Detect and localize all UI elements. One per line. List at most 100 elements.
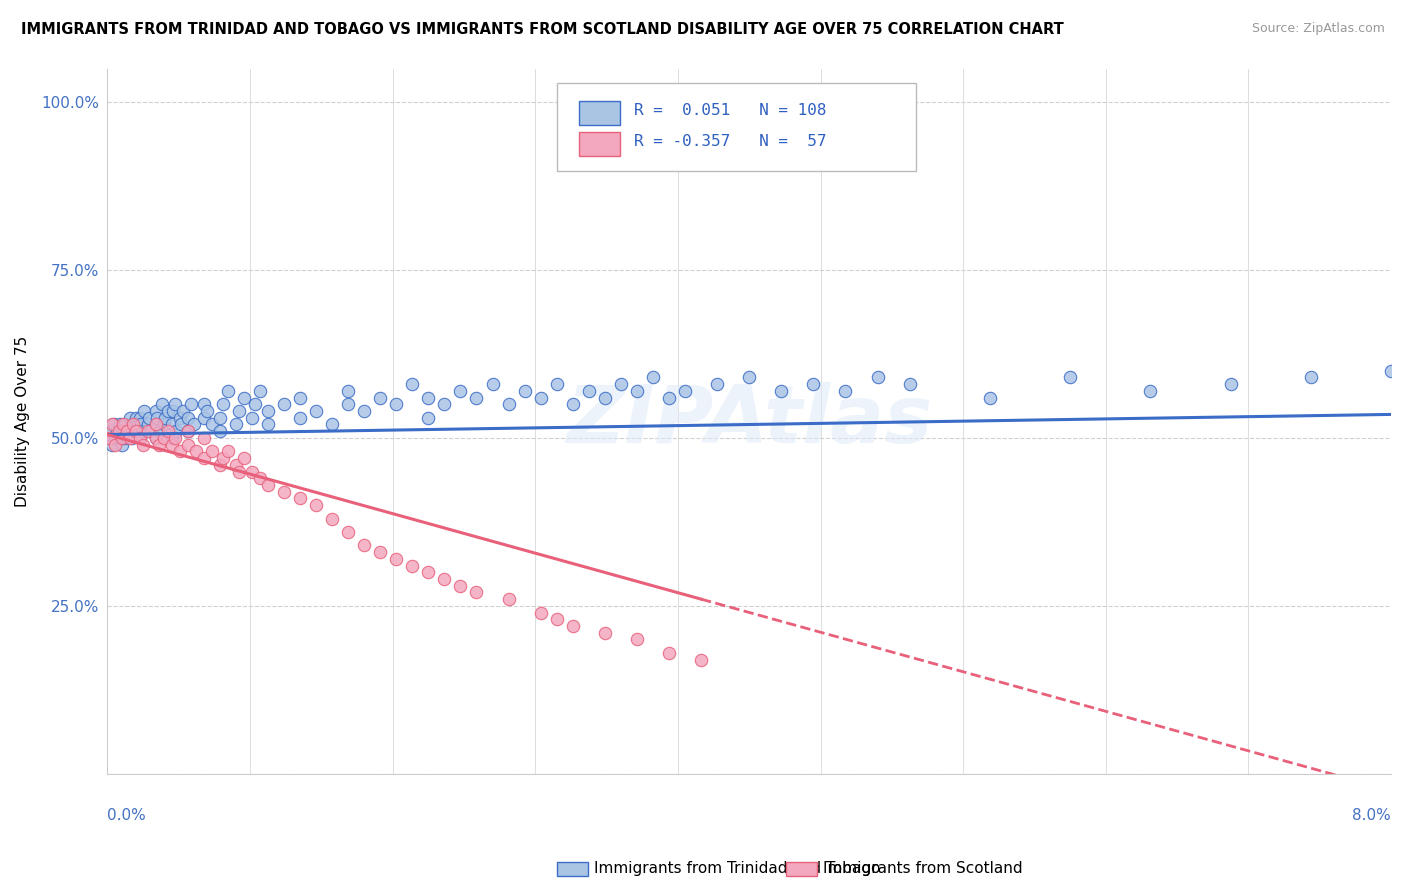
Point: [593, 391, 616, 405]
Point: [122, 417, 145, 432]
Point: [208, 424, 231, 438]
Point: [257, 404, 280, 418]
Point: [107, 424, 129, 438]
Point: [546, 612, 568, 626]
Point: [217, 384, 239, 398]
Point: [134, 404, 156, 418]
FancyBboxPatch shape: [578, 132, 620, 156]
Point: [770, 384, 793, 398]
Point: [249, 471, 271, 485]
Y-axis label: Disability Age Over 75: Disability Age Over 75: [15, 335, 30, 507]
FancyBboxPatch shape: [578, 101, 620, 125]
Point: [418, 566, 440, 580]
Point: [641, 370, 664, 384]
Point: [160, 431, 183, 445]
Point: [208, 458, 231, 472]
Point: [465, 391, 488, 405]
Point: [145, 431, 167, 445]
Point: [257, 417, 280, 432]
Text: 0.0%: 0.0%: [107, 808, 146, 823]
Point: [288, 391, 311, 405]
Point: [225, 458, 247, 472]
Point: [111, 431, 134, 445]
Point: [152, 431, 174, 445]
Point: [193, 410, 215, 425]
Point: [353, 404, 375, 418]
Point: [201, 417, 224, 432]
Point: [337, 524, 360, 539]
Point: [243, 397, 266, 411]
Point: [321, 511, 343, 525]
Point: [162, 404, 184, 418]
Point: [530, 606, 553, 620]
Point: [898, 377, 921, 392]
Point: [193, 431, 215, 445]
Point: [153, 410, 176, 425]
Point: [115, 431, 138, 445]
Point: [228, 465, 250, 479]
Point: [157, 424, 180, 438]
Text: IMMIGRANTS FROM TRINIDAD AND TOBAGO VS IMMIGRANTS FROM SCOTLAND DISABILITY AGE O: IMMIGRANTS FROM TRINIDAD AND TOBAGO VS I…: [21, 22, 1064, 37]
Text: R =  0.051   N = 108: R = 0.051 N = 108: [634, 103, 827, 119]
Point: [184, 444, 207, 458]
Point: [257, 478, 280, 492]
Point: [169, 410, 191, 425]
Point: [866, 370, 889, 384]
Point: [114, 417, 136, 432]
Point: [176, 424, 198, 438]
Point: [401, 377, 423, 392]
Text: Immigrants from Trinidad and Tobago: Immigrants from Trinidad and Tobago: [593, 862, 880, 876]
Point: [834, 384, 856, 398]
Point: [152, 417, 174, 432]
Text: R = -0.357   N =  57: R = -0.357 N = 57: [634, 135, 827, 149]
Point: [240, 465, 263, 479]
Point: [593, 625, 616, 640]
Point: [118, 431, 141, 445]
Point: [530, 391, 553, 405]
Point: [121, 431, 143, 445]
Point: [626, 384, 648, 398]
Point: [112, 424, 135, 438]
Point: [128, 431, 150, 445]
Point: [98, 431, 121, 445]
Point: [132, 424, 155, 438]
Point: [273, 484, 295, 499]
Point: [498, 397, 520, 411]
Point: [225, 417, 247, 432]
Point: [160, 437, 183, 451]
Point: [232, 391, 254, 405]
Point: [180, 397, 202, 411]
Point: [208, 410, 231, 425]
Point: [117, 424, 139, 438]
Point: [105, 424, 128, 438]
Point: [433, 397, 456, 411]
Point: [193, 451, 215, 466]
Point: [132, 437, 155, 451]
Point: [110, 417, 132, 432]
Point: [145, 417, 167, 432]
Point: [122, 417, 145, 432]
Point: [111, 437, 134, 451]
Point: [337, 384, 360, 398]
Point: [546, 377, 568, 392]
Point: [305, 404, 328, 418]
Point: [288, 410, 311, 425]
Point: [128, 410, 150, 425]
Point: [165, 424, 187, 438]
Point: [125, 410, 148, 425]
Point: [418, 391, 440, 405]
Point: [176, 410, 198, 425]
Point: [163, 397, 186, 411]
Point: [249, 384, 271, 398]
Point: [232, 451, 254, 466]
Point: [212, 451, 235, 466]
Point: [368, 545, 391, 559]
Point: [979, 391, 1001, 405]
Point: [149, 424, 172, 438]
Point: [228, 404, 250, 418]
Point: [738, 370, 761, 384]
Point: [145, 404, 167, 418]
Point: [498, 592, 520, 607]
Point: [146, 410, 169, 425]
Point: [578, 384, 600, 398]
